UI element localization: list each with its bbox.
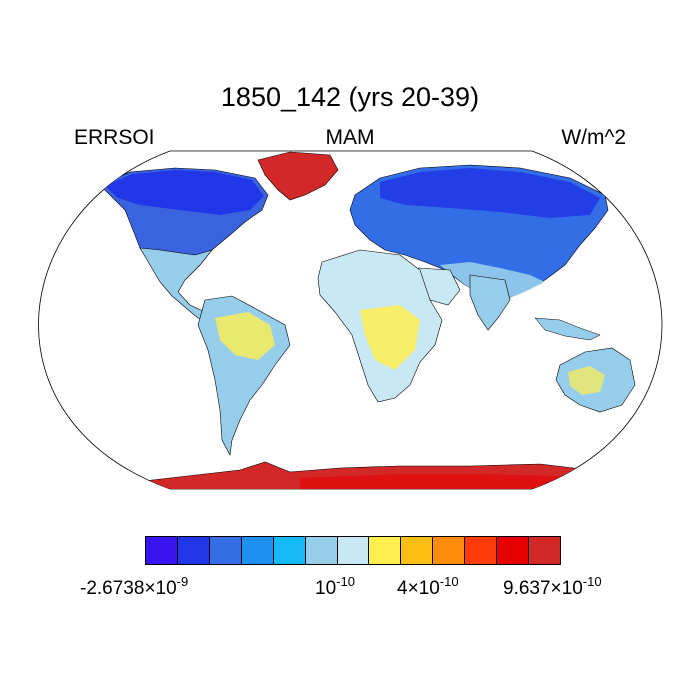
season-label: MAM [325,126,375,149]
colorbar [145,536,561,565]
land-north-america-south [139,247,213,321]
colorbar-swatch-0 [146,537,178,564]
colorbar-swatch-7 [369,537,402,564]
colorbar-swatch-10 [465,537,498,564]
land-new-zealand [639,401,662,421]
colorbar-swatch-4 [273,537,306,564]
land-india [469,274,511,331]
colorbar-label-2: 10-10 [315,574,355,599]
colorbar-swatch-1 [177,537,210,564]
land-north-america-north [105,170,264,215]
colorbar-swatch-3 [241,537,274,564]
land-africa-yellow [360,305,420,370]
variable-label: ERRSOI [74,126,155,149]
land-australia-yellow [568,366,605,395]
colorbar-swatch-8 [401,537,434,564]
colorbar-swatch-12 [529,537,560,564]
colorbar-swatch-6 [337,537,370,564]
colorbar-swatch-2 [209,537,242,564]
units-label: W/m^2 [561,126,626,149]
colorbar-swatch-11 [497,537,530,564]
land-indonesia [534,317,601,341]
map-title: 1850_142 (yrs 20-39) [220,82,480,112]
colorbar-label-max: 9.637×10-10 [503,574,602,599]
colorbar-label-min: -2.6738×10-9 [80,574,189,599]
land-antarctica-core [300,474,560,489]
colorbar-swatch-5 [305,537,338,564]
land-asia-north [380,168,600,218]
land-south-america-yellow [215,312,275,360]
colorbar-swatch-9 [433,537,466,564]
colorbar-label-3: 4×10-10 [397,574,459,599]
land-greenland [257,151,339,201]
